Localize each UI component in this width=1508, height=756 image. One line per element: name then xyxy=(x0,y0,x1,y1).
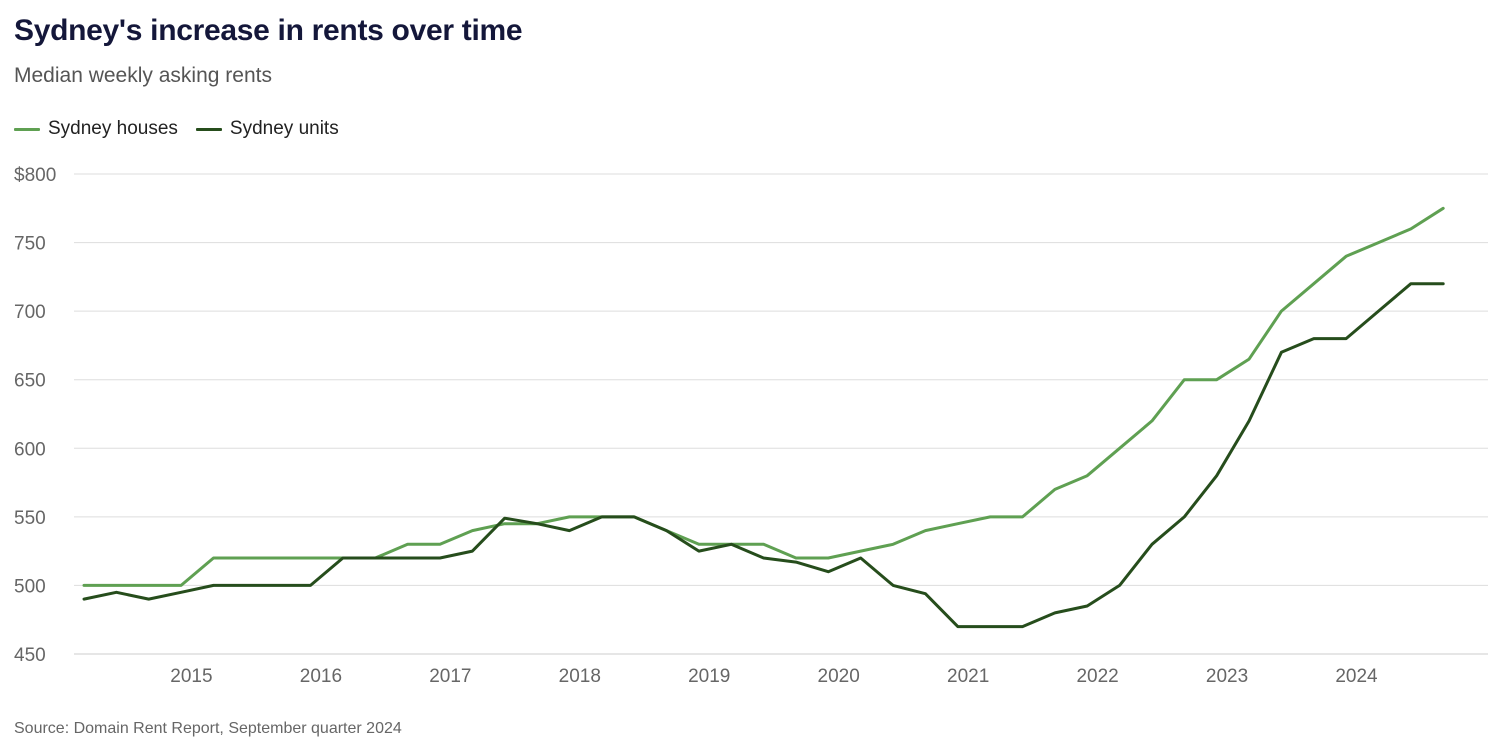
x-tick-label: 2024 xyxy=(1335,666,1378,687)
y-tick-label: 650 xyxy=(14,371,46,392)
series-line-units xyxy=(82,282,1445,629)
chart-title: Sydney's increase in rents over time xyxy=(14,14,523,47)
y-tick-label: 600 xyxy=(14,439,46,460)
x-axis-labels: 2015 2016 2017 2018 2019 2020 2021 2022 2023 2024 xyxy=(170,666,1378,687)
y-tick-label: 750 xyxy=(14,234,46,255)
x-tick-label: 2018 xyxy=(559,666,601,687)
legend-item-units: Sydney units xyxy=(195,118,339,140)
y-axis-labels: $800 750 700 650 600 550 500 450 xyxy=(14,165,56,666)
y-tick-label: 700 xyxy=(14,302,46,323)
x-tick-label: 2023 xyxy=(1206,666,1248,687)
y-tick-label: $800 xyxy=(14,165,56,186)
x-tick-label: 2021 xyxy=(947,666,989,687)
legend-item-houses: Sydney houses xyxy=(14,118,178,140)
x-tick-label: 2020 xyxy=(818,666,860,687)
y-tick-label: 550 xyxy=(14,508,46,529)
legend: Sydney houses Sydney units xyxy=(14,118,357,140)
legend-swatch-units xyxy=(195,127,222,131)
chart-subtitle: Median weekly asking rents xyxy=(14,64,272,87)
grid-lines xyxy=(74,173,1488,655)
source-note: Source: Domain Rent Report, September qu… xyxy=(14,720,402,737)
x-tick-label: 2016 xyxy=(300,666,342,687)
y-tick-label: 500 xyxy=(14,576,46,597)
series-line-houses xyxy=(82,206,1445,587)
legend-label-houses: Sydney houses xyxy=(48,118,178,139)
legend-label-units: Sydney units xyxy=(229,118,339,139)
y-tick-label: 450 xyxy=(14,645,46,666)
x-tick-label: 2015 xyxy=(170,666,212,687)
series-lines xyxy=(82,206,1445,629)
legend-swatch-houses xyxy=(14,127,40,131)
x-tick-label: 2022 xyxy=(1076,666,1118,687)
x-tick-label: 2017 xyxy=(429,666,471,687)
x-tick-label: 2019 xyxy=(688,666,730,687)
